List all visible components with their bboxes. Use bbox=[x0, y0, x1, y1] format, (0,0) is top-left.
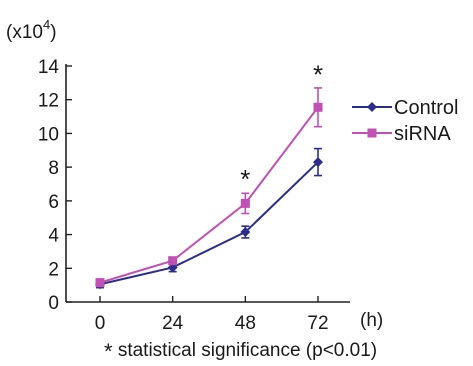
significance-star: * bbox=[313, 59, 323, 89]
series-sirna bbox=[95, 87, 323, 288]
legend: Control siRNA bbox=[352, 97, 458, 145]
legend-swatch-marker bbox=[367, 128, 377, 138]
data-point bbox=[168, 256, 178, 266]
x-axis-unit-label: (h) bbox=[360, 310, 383, 331]
y-axis-unit-exponent: 4 bbox=[43, 17, 50, 32]
x-tick-label: 0 bbox=[95, 313, 106, 334]
y-tick-label: 12 bbox=[38, 91, 59, 112]
data-point bbox=[240, 227, 251, 238]
footnote: * statistical significance (p<0.01) bbox=[104, 339, 377, 364]
series-control bbox=[95, 147, 323, 290]
y-tick-label: 14 bbox=[38, 57, 60, 78]
data-point bbox=[313, 102, 323, 112]
data-point bbox=[240, 198, 250, 208]
y-axis-unit-close: ) bbox=[50, 22, 56, 43]
series-layer bbox=[95, 87, 323, 290]
legend-label: Control bbox=[394, 97, 458, 119]
y-tick-label: 8 bbox=[48, 158, 59, 179]
significance-star: * bbox=[240, 164, 250, 194]
y-axis-ticks: 0 2 4 6 8 10 12 14 bbox=[38, 57, 72, 314]
legend-label: siRNA bbox=[394, 123, 451, 145]
legend-item-control: Control bbox=[352, 97, 458, 119]
x-tick-label: 24 bbox=[162, 313, 184, 334]
legend-item-sirna: siRNA bbox=[352, 123, 451, 145]
y-tick-label: 6 bbox=[48, 192, 59, 213]
y-axis-unit-base: (x10 bbox=[6, 22, 43, 43]
y-tick-label: 2 bbox=[48, 259, 59, 280]
x-axis-ticks: 0 24 48 72 bbox=[95, 296, 329, 334]
series-line bbox=[99, 106, 319, 284]
x-tick-label: 48 bbox=[235, 313, 256, 334]
y-tick-label: 0 bbox=[48, 293, 59, 314]
y-tick-label: 10 bbox=[38, 124, 59, 145]
y-tick-label: 4 bbox=[48, 226, 59, 247]
data-point bbox=[95, 278, 105, 288]
significance-markers: ** bbox=[240, 59, 323, 194]
legend-swatch-marker bbox=[367, 102, 377, 112]
x-tick-label: 72 bbox=[307, 313, 328, 334]
footnote-text: statistical significance (p<0.01) bbox=[113, 340, 378, 361]
data-point bbox=[313, 157, 323, 168]
axes bbox=[65, 64, 350, 303]
footnote-star: * bbox=[104, 339, 113, 364]
series-line bbox=[99, 161, 319, 286]
y-axis-unit-label: (x104) bbox=[6, 17, 57, 43]
